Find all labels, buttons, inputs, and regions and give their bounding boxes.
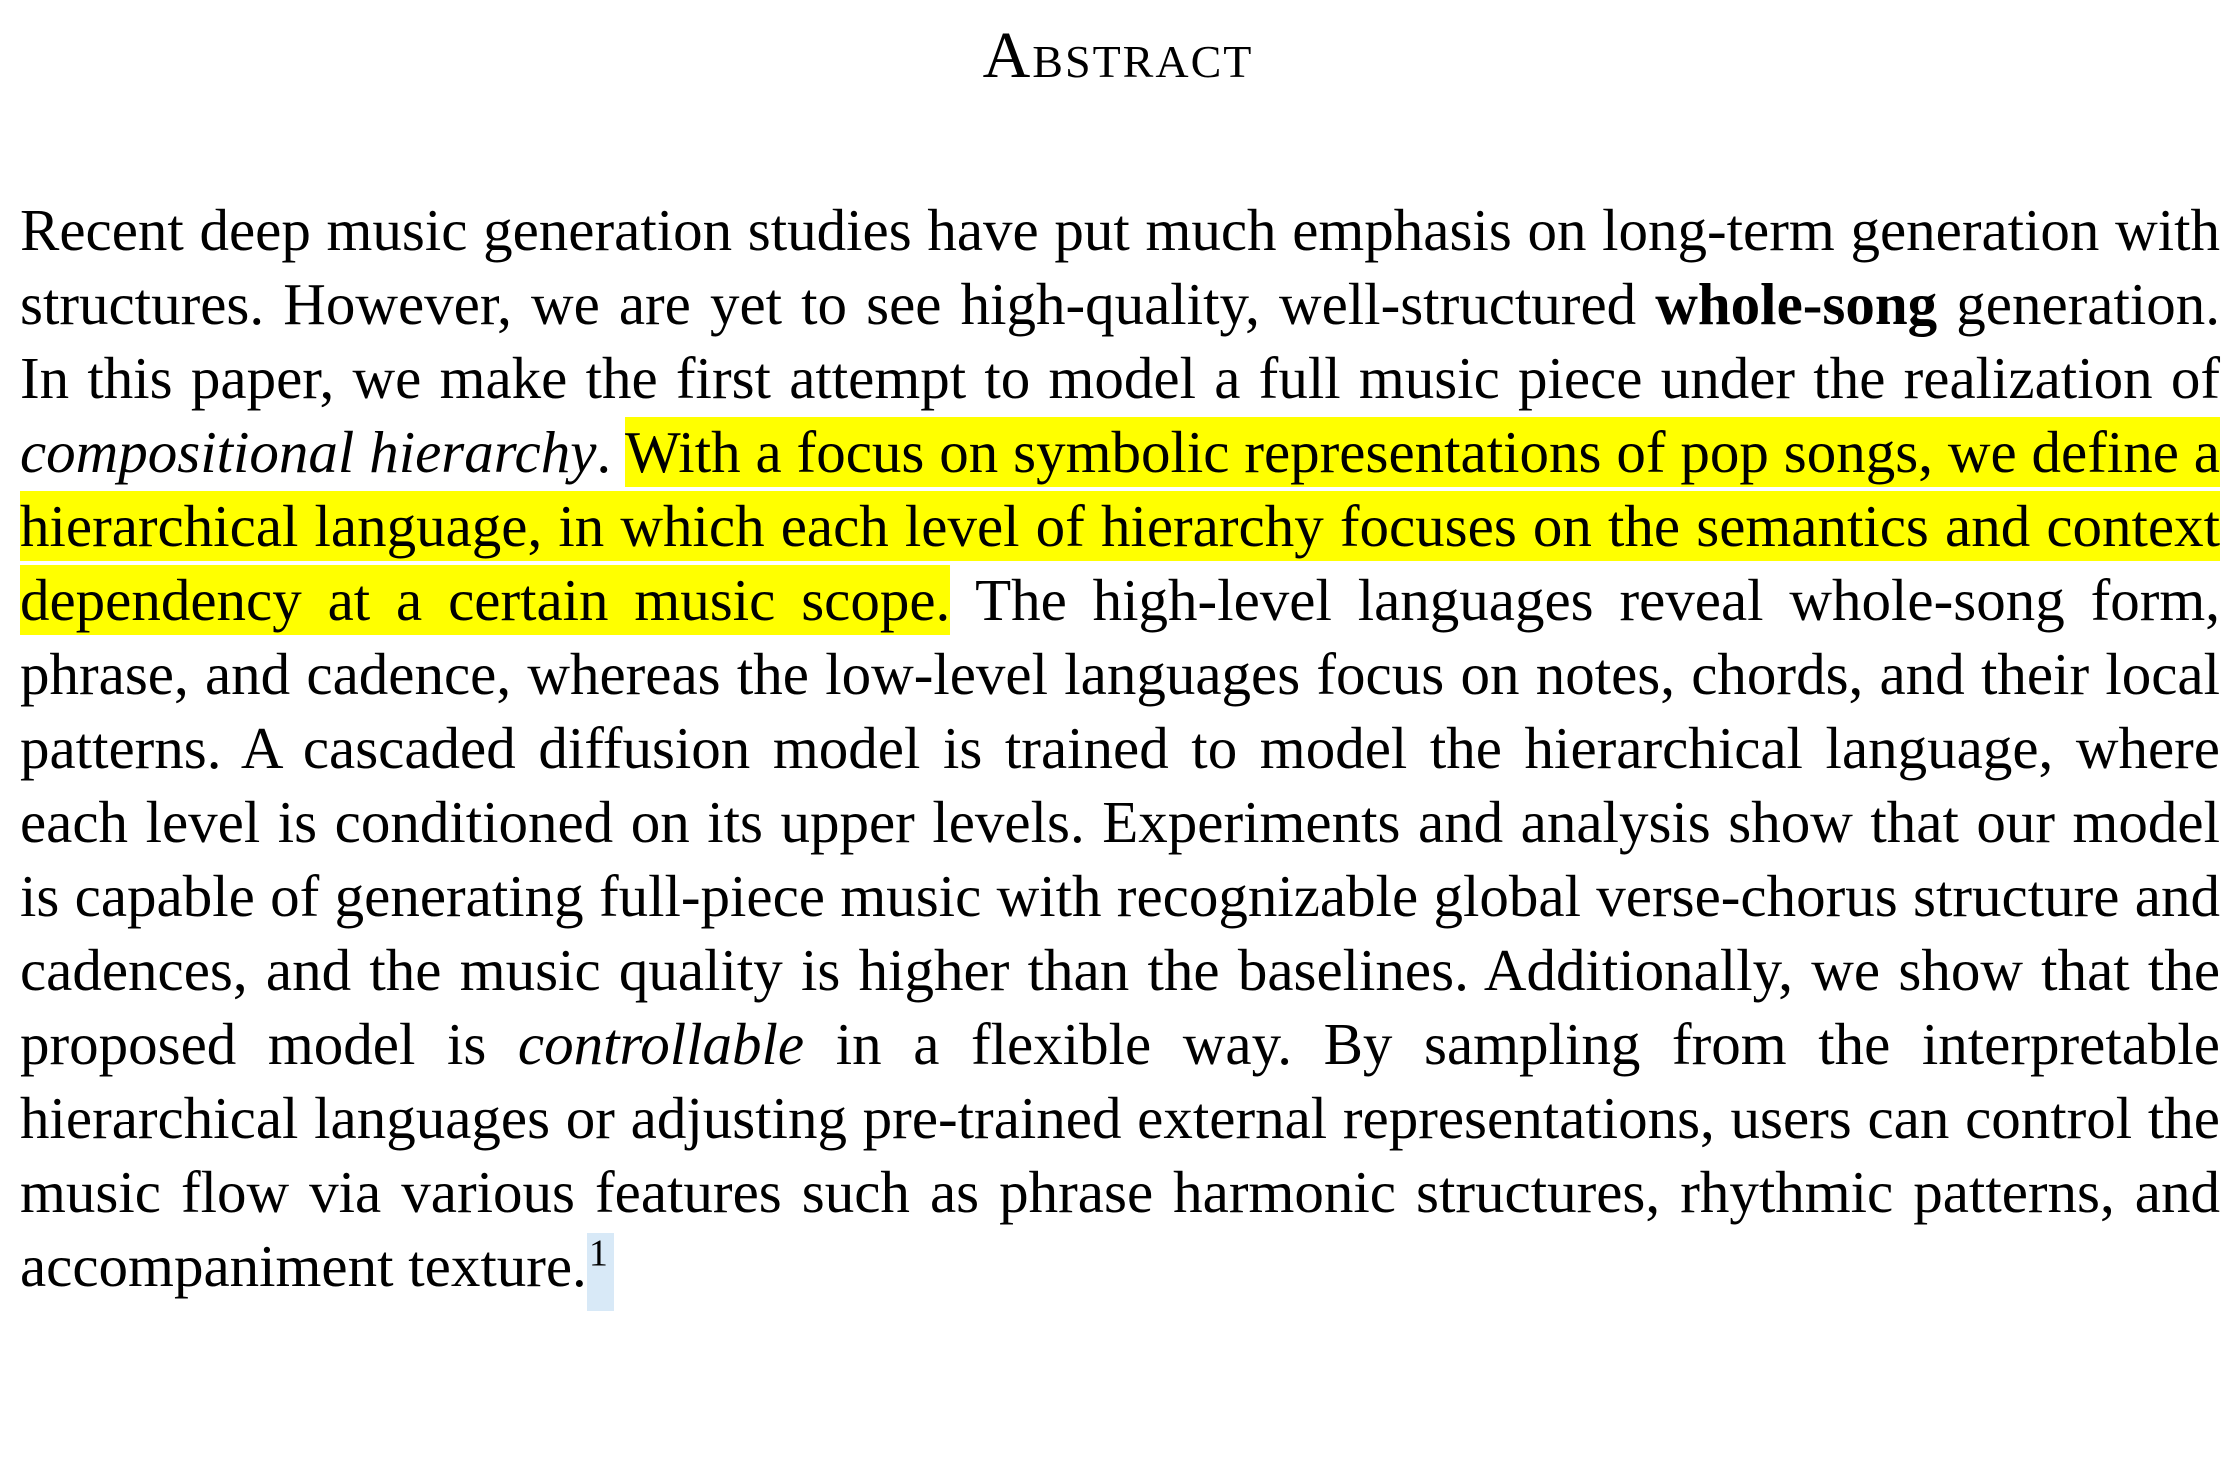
bold-term-whole-song: whole-song <box>1655 271 1938 337</box>
sentence-8-pre: Additionally, we show that the proposed … <box>20 937 2221 1077</box>
abstract-paragraph: Recent deep music generation studies hav… <box>20 193 2221 1311</box>
sentence-3-pre: In this paper, we make the first attempt… <box>20 345 2220 411</box>
sentence-1: Recent deep music generation studies hav… <box>20 197 2220 337</box>
sentence-9: By sampling from the interpretable hiera… <box>20 1011 2220 1299</box>
sentence-2-pre: However, we are yet to see high-quality,… <box>283 271 1637 337</box>
abstract-heading-text: Abstract <box>982 19 1254 92</box>
italic-term-compositional-hierarchy: compositional hierarchy <box>20 419 597 485</box>
sentence-7: Experiments and analysis show that our m… <box>20 789 2220 1003</box>
sentence-5: The high-level languages reveal whole-so… <box>20 567 2221 781</box>
footnote-marker: 1 <box>588 1232 608 1275</box>
section-heading: Abstract <box>0 18 2236 94</box>
sentence-8-post: in a flexible way. <box>835 1011 1292 1077</box>
sentence-6: A cascaded diffusion model is trained to… <box>20 715 2220 855</box>
italic-term-controllable: controllable <box>517 1011 805 1077</box>
sentence-2-post: generation. <box>1956 271 2221 337</box>
footnote-link[interactable]: 1 <box>586 1232 614 1311</box>
sentence-3-post: . <box>596 419 612 485</box>
